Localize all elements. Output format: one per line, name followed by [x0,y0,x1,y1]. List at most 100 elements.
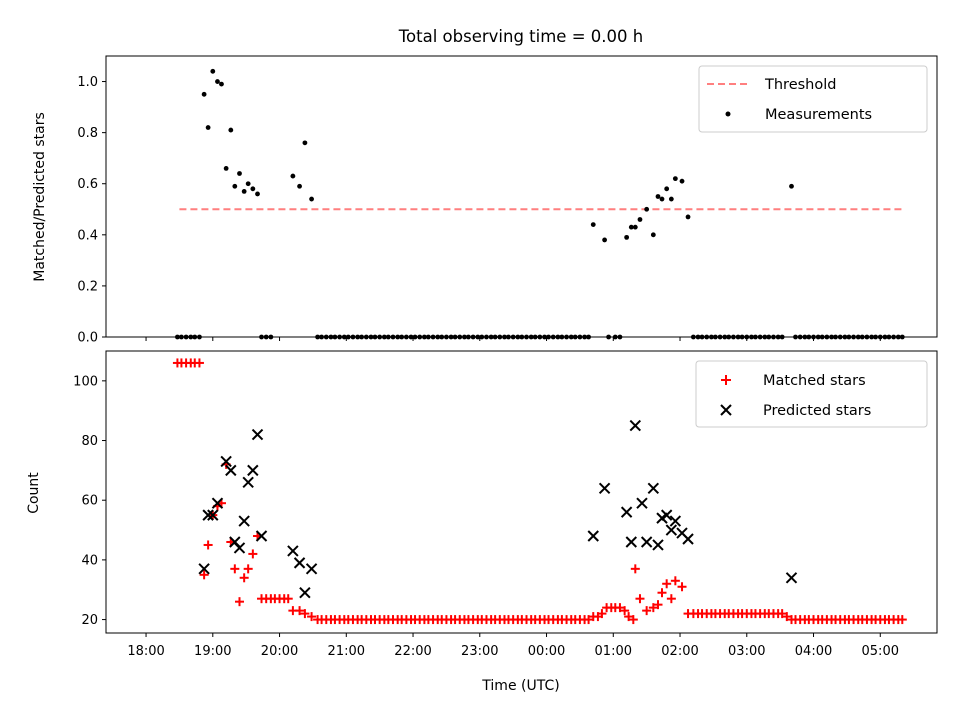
x-tick-label: 18:00 [127,644,164,659]
x-tick-label: 23:00 [461,644,498,659]
measurement-point [685,214,691,220]
measurement-point [655,194,661,199]
predicted-star-point [233,542,246,554]
predicted-star-point [636,497,648,509]
x-tick-label: 02:00 [661,644,698,659]
matched-star-point [584,615,594,625]
matched-star-point [307,612,317,622]
measurements-legend-label: Measurements [765,107,872,123]
measurement-point [679,178,685,184]
predicted-star-point [660,509,673,521]
predicted-star-point [251,428,264,441]
bottom-marks [172,358,907,625]
predicted-star-point [293,557,306,569]
predicted-legend-swatch [720,404,732,416]
measurement-point [659,196,665,202]
measurement-point [241,188,247,194]
measurement-point [624,234,630,240]
matched-star-point [239,573,249,583]
matched-star-point [670,576,680,586]
measurement-point [664,186,670,192]
matched-star-point [234,597,244,607]
x-tick-label: 05:00 [862,644,899,659]
bottom-y-axis-label: Count [26,472,42,514]
predicted-legend-label: Predicted stars [763,403,871,419]
matched-star-point [777,609,787,619]
measurement-point [228,127,234,133]
predicted-star-point [198,563,210,575]
matched-star-point [615,603,625,613]
measurement-point [302,140,308,146]
measurement-point [250,186,256,192]
predicted-star-point [287,545,299,557]
matched-star-point [300,609,310,619]
top-y-axis: 0.0 0.2 0.4 0.6 0.8 1.0 [77,75,106,346]
matched-star-point [648,603,658,613]
predicted-star-point [669,515,682,527]
measurement-point [245,181,251,187]
measurement-point [632,224,638,230]
top-legend: Threshold Measurements [698,65,928,133]
bottom-y-axis: 20 40 60 80 100 [73,374,106,628]
matched-star-point [630,564,640,574]
top-y-tick-label: 0.2 [77,279,98,294]
x-tick-label: 00:00 [528,644,565,659]
predicted-star-point [587,530,599,542]
bottom-legend-box [695,360,928,428]
matched-star-point [624,612,634,622]
predicted-star-point [255,530,268,542]
bottom-y-tick-label: 40 [81,553,98,568]
top-y-tick-label: 0.6 [77,177,98,192]
measurement-point [789,183,794,189]
measurement-point [644,206,650,212]
predicted-star-point [305,563,318,575]
top-x-axis [145,337,881,341]
top-panel: 0.0 0.2 0.4 0.6 0.8 1.0 Matched/Predicted sta… [32,55,938,346]
matched-star-point [677,582,687,592]
predicted-star-point [225,464,237,477]
predicted-star-point [640,536,653,548]
matched-star-point [194,358,204,368]
predicted-star-point [620,506,633,518]
bottom-y-tick-label: 20 [81,613,98,628]
matched-star-point [620,606,630,616]
bottom-legend: Matched stars Predicted stars [695,360,928,428]
predicted-star-point [247,464,259,477]
bottom-x-axis-label: Time (UTC) [481,678,559,694]
top-y-tick-label: 0.0 [77,331,98,346]
measurement-point [255,191,260,197]
matched-star-point [666,594,676,604]
matched-star-point [642,606,652,616]
measurement-point [309,196,314,202]
x-tick-label: 21:00 [328,644,365,659]
top-y-tick-label: 0.4 [77,228,98,243]
measurement-point [210,68,216,74]
measurement-point [232,183,238,189]
predicted-star-point [652,539,664,551]
x-tick-label: 01:00 [595,644,632,659]
top-plot-frame [105,55,938,338]
matched-star-point [597,609,607,619]
bottom-panel: 20 40 60 80 100 18:00 19:00 20:00 21:00 22:00 23:… [26,350,938,694]
predicted-star-point [299,587,311,599]
x-tick-label: 20:00 [261,644,298,659]
measurements-legend-swatch [725,111,731,117]
measurement-point [297,183,302,189]
top-legend-box [698,65,928,133]
matched-star-point [628,615,638,625]
measurement-point [201,91,207,97]
matched-star-point [657,588,667,598]
measurement-point [290,173,296,179]
x-tick-label: 19:00 [194,644,231,659]
predicted-star-point [625,536,638,548]
x-tick-label: 03:00 [728,644,765,659]
measurement-point [215,79,220,84]
measurement-point [637,217,643,222]
measurement-point [668,196,674,202]
threshold-legend-label: Threshold [764,77,836,93]
top-y-tick-label: 1.0 [77,75,98,90]
predicted-star-point [220,455,232,468]
measurement-point [590,222,596,228]
x-tick-label: 04:00 [795,644,832,659]
